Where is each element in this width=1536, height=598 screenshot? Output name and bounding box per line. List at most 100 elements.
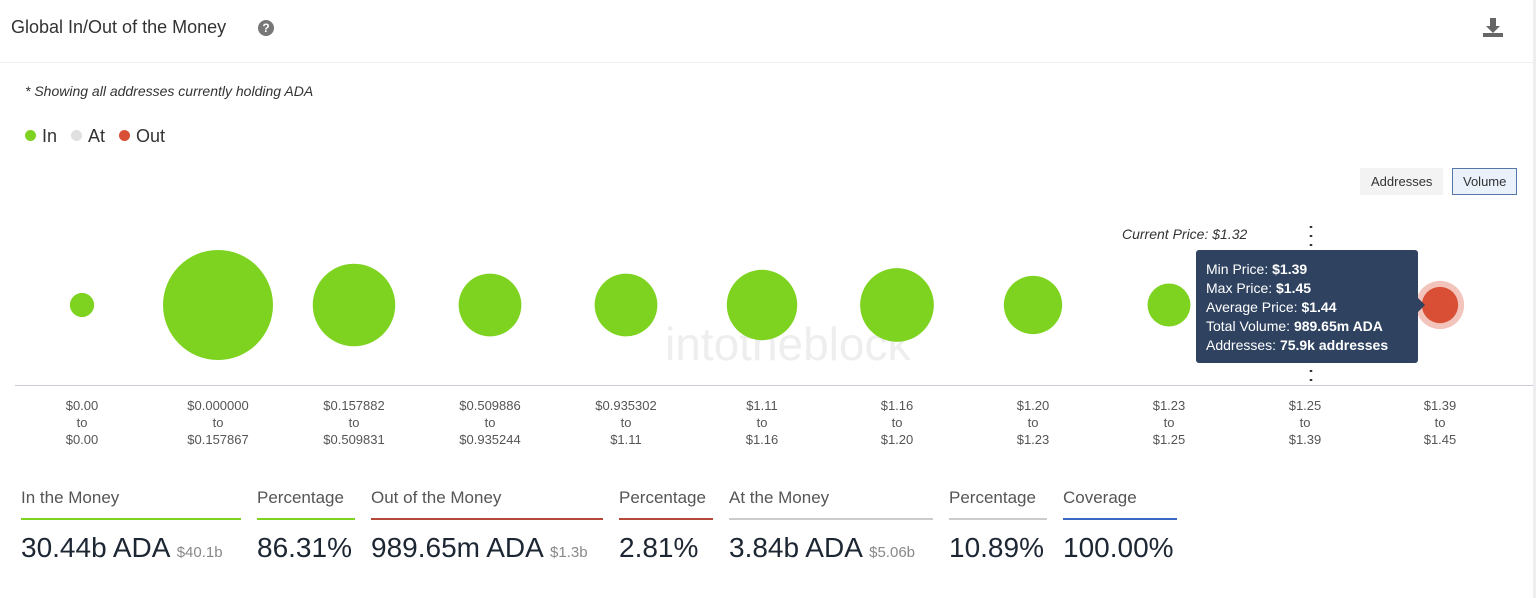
- legend-item-out[interactable]: Out: [119, 126, 165, 147]
- question-circle-icon[interactable]: ?: [258, 20, 274, 36]
- stat-value: 30.44b ADA $40.1b: [21, 532, 241, 564]
- stats-row: In the Money 30.44b ADA $40.1b Percentage 8…: [21, 488, 1193, 564]
- x-tick-label: to: [349, 415, 360, 430]
- tooltip-max-price: Max Price: $1.45: [1206, 279, 1418, 298]
- x-tick-label: $1.25: [1289, 398, 1322, 413]
- tooltip-value: $1.39: [1272, 261, 1308, 277]
- x-tick-label: $1.39: [1289, 432, 1322, 447]
- stat-value: 86.31%: [257, 532, 355, 564]
- stat-amount: 3.84b ADA: [729, 532, 862, 563]
- tooltip-min-price: Min Price: $1.39: [1206, 260, 1418, 279]
- stat-usd: $1.3b: [550, 544, 588, 561]
- tooltip-addresses: Addresses: 75.9k addresses: [1206, 336, 1418, 355]
- legend-dot-out: [119, 130, 131, 141]
- x-tick-label: $1.20: [1017, 398, 1050, 413]
- tooltip-label: Max Price:: [1206, 280, 1277, 296]
- bubble-in[interactable]: [1003, 275, 1063, 335]
- header: Global In/Out of the Money ?: [0, 0, 1533, 63]
- current-price-label: Current Price: $1.32: [1122, 226, 1248, 242]
- stat-amount: 86.31%: [257, 532, 352, 563]
- stat-value: 10.89%: [949, 532, 1047, 564]
- x-tick-label: $1.16: [746, 432, 779, 447]
- tooltip-label: Average Price:: [1206, 299, 1302, 315]
- bubble-in[interactable]: [312, 263, 396, 347]
- stat-4: At the Money 3.84b ADA $5.06b: [729, 488, 933, 564]
- bubble-chart: intotheblock$0.00to$0.00$0.000000to$0.15…: [15, 226, 1533, 447]
- x-tick-label: to: [77, 415, 88, 430]
- x-tick-label: $0.00: [66, 398, 99, 413]
- legend-item-at[interactable]: At: [71, 126, 105, 147]
- x-tick-label: $0.509886: [459, 398, 520, 413]
- stat-amount: 100.00%: [1063, 532, 1174, 563]
- tooltip-value: $1.44: [1301, 299, 1337, 315]
- tooltip-label: Min Price:: [1206, 261, 1273, 277]
- x-tick-label: to: [485, 415, 496, 430]
- stat-label: In the Money: [21, 488, 241, 520]
- x-tick-label: $1.23: [1017, 432, 1050, 447]
- stat-6: Coverage 100.00%: [1063, 488, 1177, 564]
- stat-value: 989.65m ADA $1.3b: [371, 532, 603, 564]
- bubble-in[interactable]: [69, 292, 95, 318]
- tooltip-value: 75.9k addresses: [1279, 337, 1389, 353]
- tooltip-total-volume: Total Volume: 989.65m ADA: [1206, 317, 1418, 336]
- x-tick-label: $0.157882: [323, 398, 384, 413]
- legend: In At Out: [25, 126, 165, 147]
- stat-amount: 10.89%: [949, 532, 1044, 563]
- stat-amount: 30.44b ADA: [21, 532, 169, 563]
- x-tick-label: $0.00: [66, 432, 99, 447]
- x-tick-label: to: [621, 415, 632, 430]
- stat-label: Percentage: [257, 488, 355, 520]
- bubble-out[interactable]: [1421, 286, 1459, 324]
- note: * Showing all addresses currently holdin…: [25, 83, 314, 99]
- x-tick-label: $0.000000: [187, 398, 248, 413]
- stat-usd: $40.1b: [176, 544, 223, 561]
- x-tick-label: $0.157867: [187, 432, 248, 447]
- bubble-in[interactable]: [458, 273, 522, 337]
- x-tick-label: to: [892, 415, 903, 430]
- stat-label: Out of the Money: [371, 488, 603, 520]
- stat-label: Percentage: [619, 488, 713, 520]
- x-tick-label: $1.39: [1424, 398, 1457, 413]
- volume-toggle[interactable]: Volume: [1452, 168, 1518, 195]
- stat-amount: 2.81%: [619, 532, 699, 563]
- stat-value: 3.84b ADA $5.06b: [729, 532, 933, 564]
- scrollbar[interactable]: [1533, 0, 1536, 598]
- legend-label-at: At: [88, 126, 106, 146]
- bubble-in[interactable]: [1147, 283, 1191, 327]
- x-tick-label: to: [1028, 415, 1039, 430]
- legend-label-in: In: [42, 126, 58, 146]
- x-tick-label: to: [757, 415, 768, 430]
- stat-amount: 989.65m ADA: [371, 532, 543, 563]
- legend-label-out: Out: [136, 126, 166, 146]
- stat-label: Coverage: [1063, 488, 1177, 520]
- x-tick-label: $1.45: [1424, 432, 1457, 447]
- x-tick-label: to: [213, 415, 224, 430]
- x-tick-label: to: [1300, 415, 1311, 430]
- stat-value: 2.81%: [619, 532, 713, 564]
- tooltip-value: $1.45: [1276, 280, 1312, 296]
- x-tick-label: $0.935302: [595, 398, 656, 413]
- bubble-in[interactable]: [726, 269, 798, 341]
- bubble-in[interactable]: [163, 250, 273, 360]
- stat-label: At the Money: [729, 488, 933, 520]
- addresses-toggle[interactable]: Addresses: [1360, 168, 1444, 195]
- x-tick-label: $0.935244: [459, 432, 520, 447]
- x-tick-label: $0.509831: [323, 432, 384, 447]
- stat-label: Percentage: [949, 488, 1047, 520]
- page-title: Global In/Out of the Money: [11, 17, 227, 37]
- x-tick-label: $1.16: [881, 398, 914, 413]
- bubble-in[interactable]: [594, 273, 658, 337]
- tooltip-label: Addresses:: [1206, 337, 1280, 353]
- stat-2: Out of the Money 989.65m ADA $1.3b: [371, 488, 603, 564]
- stat-0: In the Money 30.44b ADA $40.1b: [21, 488, 241, 564]
- stat-usd: $5.06b: [869, 544, 916, 561]
- x-tick-label: $1.11: [610, 432, 642, 447]
- bubble-in[interactable]: [860, 268, 934, 342]
- x-tick-label: $1.11: [746, 398, 778, 413]
- legend-item-in[interactable]: In: [25, 126, 57, 147]
- x-tick-label: to: [1435, 415, 1446, 430]
- stat-3: Percentage 2.81%: [619, 488, 713, 564]
- tooltip-value: 989.65m ADA: [1293, 318, 1383, 334]
- download-icon[interactable]: [1482, 16, 1504, 38]
- stat-value: 100.00%: [1063, 532, 1177, 564]
